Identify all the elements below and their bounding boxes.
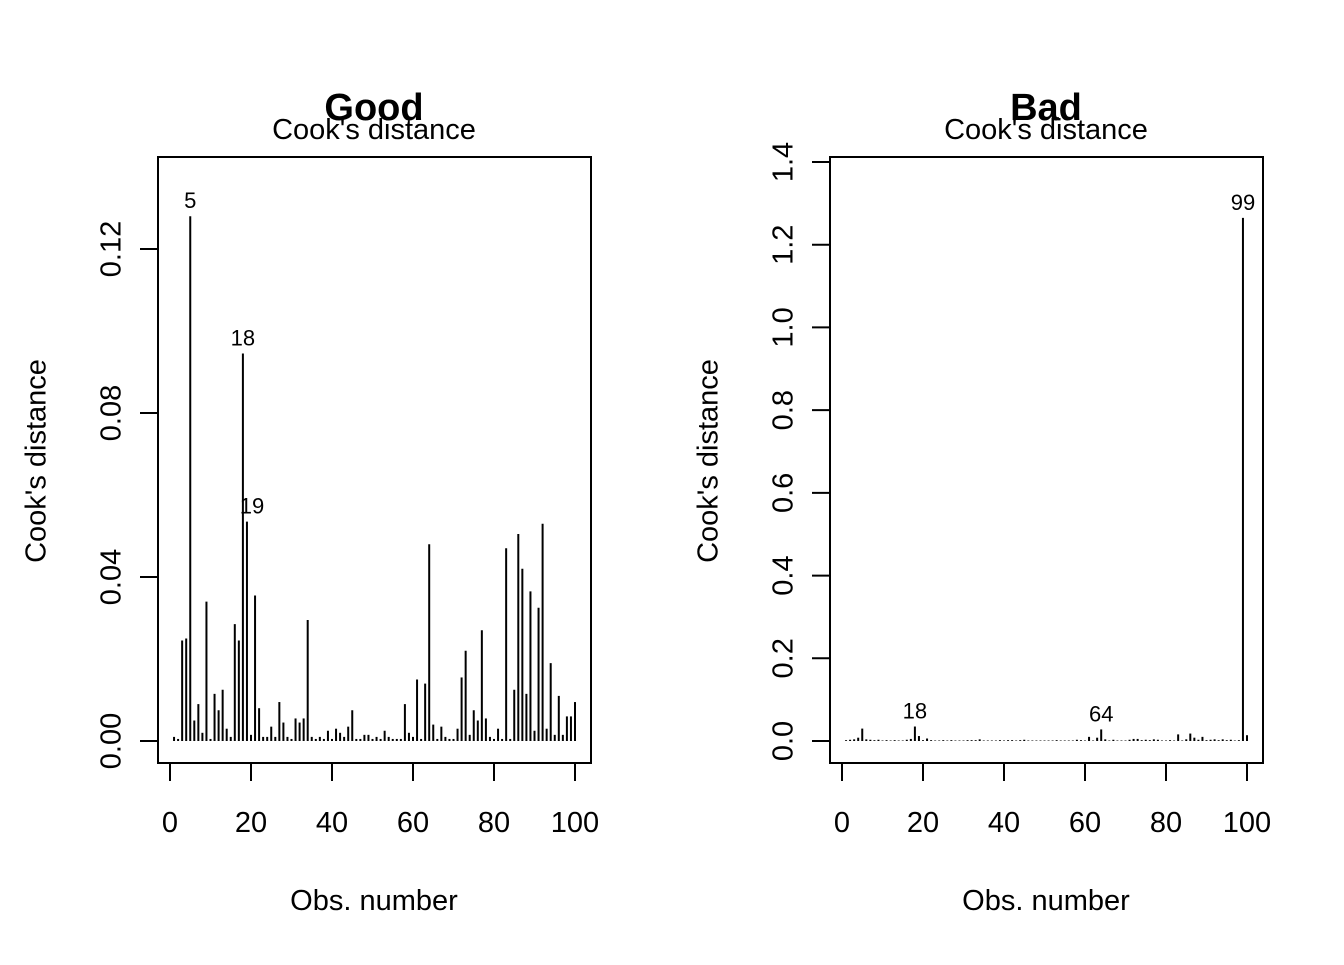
point-label-99: 99	[1231, 190, 1255, 215]
y-tick-label: 1.4	[768, 142, 800, 182]
point-label-5: 5	[184, 188, 196, 213]
y-tick-label: 0.2	[768, 638, 800, 678]
x-tick-label: 100	[551, 807, 599, 839]
x-tick-label: 100	[1223, 807, 1271, 839]
x-tick-label: 40	[316, 807, 348, 839]
chart-title: Good	[324, 87, 423, 129]
y-tick-label: 0.0	[768, 721, 800, 761]
point-label-19: 19	[240, 494, 264, 519]
point-label-18: 18	[903, 699, 927, 724]
x-tick-label: 40	[988, 807, 1020, 839]
x-axis-label: Obs. number	[290, 885, 458, 917]
plot-frame	[829, 156, 1264, 764]
y-axis-label: Cook's distance	[693, 359, 725, 563]
y-tick-label: 0.8	[768, 390, 800, 430]
y-tick-label: 0.4	[768, 555, 800, 595]
chart-subtitle: Cook's distance	[944, 114, 1148, 146]
chart-title: Bad	[1010, 87, 1082, 129]
y-tick-label: 0.12	[96, 221, 128, 277]
y-tick-label: 0.08	[96, 385, 128, 441]
plot-frame	[157, 156, 592, 764]
x-axis-label: Obs. number	[962, 885, 1130, 917]
y-tick-label: 0.04	[96, 549, 128, 605]
x-tick-label: 60	[397, 807, 429, 839]
bars	[845, 217, 1248, 741]
x-tick-label: 60	[1069, 807, 1101, 839]
x-tick-label: 0	[162, 807, 178, 839]
y-tick-label: 1.2	[768, 225, 800, 265]
y-tick-label: 0.00	[96, 713, 128, 769]
y-tick-label: 0.6	[768, 473, 800, 513]
x-tick-label: 0	[834, 807, 850, 839]
x-axis: 0 20 40 60 80 100	[834, 762, 1271, 839]
x-tick-label: 20	[235, 807, 267, 839]
point-label-18: 18	[231, 326, 255, 351]
point-label-64: 64	[1089, 701, 1113, 726]
y-axis: 0.0 0.2 0.4 0.6 0.8 1.0 1.2 1.4	[768, 142, 831, 761]
y-axis: 0.00 0.04 0.08 0.12	[96, 221, 159, 769]
x-tick-label: 80	[1150, 807, 1182, 839]
x-axis: 0 20 40 60 80 100	[162, 762, 599, 839]
y-tick-label: 1.0	[768, 307, 800, 347]
chart-subtitle: Cook's distance	[272, 114, 476, 146]
bars	[173, 216, 576, 741]
y-axis-label: Cook's distance	[21, 359, 53, 563]
x-tick-label: 80	[478, 807, 510, 839]
x-tick-label: 20	[907, 807, 939, 839]
